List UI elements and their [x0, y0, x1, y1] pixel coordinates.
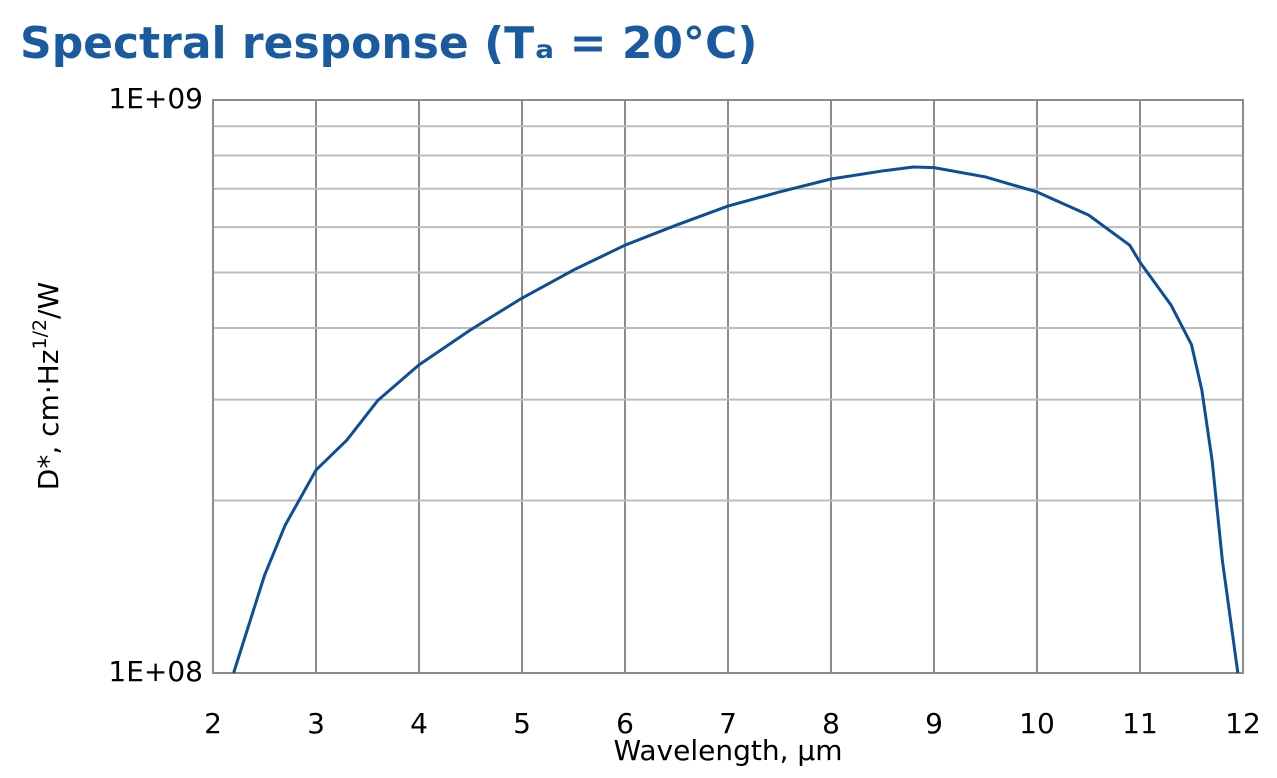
y-tick-label: 1E+08 [108, 655, 203, 688]
x-tick-label: 7 [719, 707, 737, 740]
chart-title: Spectral response (Tₐ = 20°C) [20, 18, 757, 69]
y-axis-label-sup: 1/2 [29, 319, 51, 350]
x-axis-label: Wavelength, µm [614, 734, 843, 767]
y-axis-label: D*, cm·Hz1/2/W [29, 282, 66, 490]
x-tick-label: 11 [1122, 707, 1158, 740]
x-tick-label: 2 [204, 707, 222, 740]
plot-frame [212, 99, 1244, 674]
x-tick-label: 6 [616, 707, 634, 740]
x-tick-label: 12 [1225, 707, 1261, 740]
x-tick-label: 10 [1019, 707, 1055, 740]
y-axis-label-main: D*, cm·Hz [32, 350, 65, 491]
y-axis-label-end: /W [32, 282, 65, 319]
data-line [232, 165, 1240, 674]
x-tick-label: 3 [307, 707, 325, 740]
y-tick-label: 1E+09 [108, 82, 203, 115]
x-tick-label: 5 [513, 707, 531, 740]
x-tick-label: 8 [822, 707, 840, 740]
x-tick-label: 4 [410, 707, 428, 740]
x-tick-label: 9 [925, 707, 943, 740]
